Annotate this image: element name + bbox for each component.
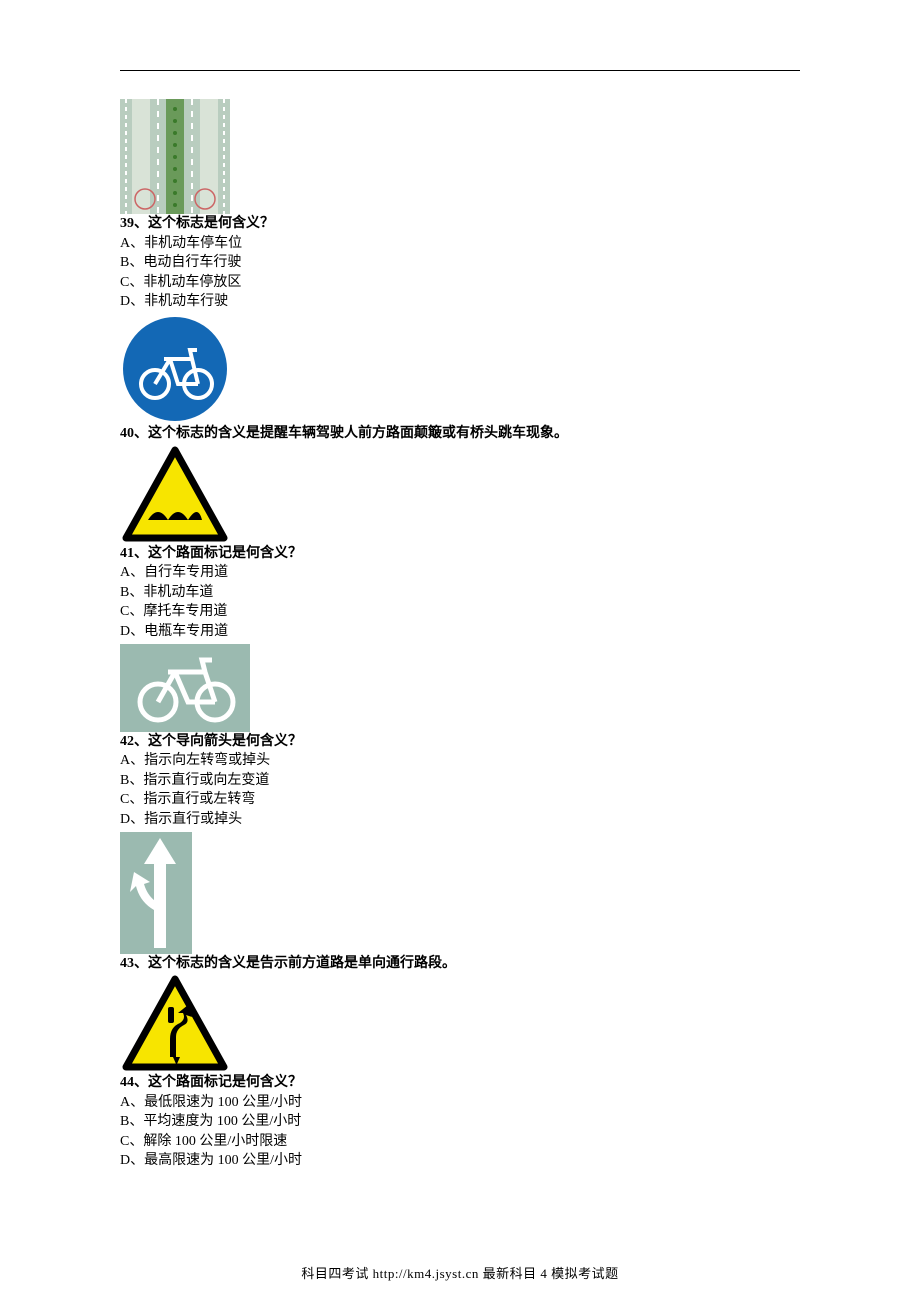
question-40: 40、这个标志的含义是提醒车辆驾驶人前方路面颠簸或有桥头跳车现象。 [120, 424, 800, 444]
q39-opt-b: B、电动自行车行驶 [120, 253, 800, 273]
bicycle-lane-sign-icon [120, 314, 230, 424]
q41-opt-a: A、自行车专用道 [120, 563, 800, 583]
q44-opt-a: A、最低限速为 100 公里/小时 [120, 1093, 800, 1113]
q41-opt-c: C、摩托车专用道 [120, 602, 800, 622]
question-43: 43、这个标志的含义是告示前方道路是单向通行路段。 [120, 954, 800, 974]
q44-opt-c: C、解除 100 公里/小时限速 [120, 1132, 800, 1152]
question-41: 41、这个路面标记是何含义？ A、自行车专用道 B、非机动车道 C、摩托车专用道… [120, 544, 800, 642]
q42-opt-a: A、指示向左转弯或掉头 [120, 751, 800, 771]
q44-opt-b: B、平均速度为 100 公里/小时 [120, 1112, 800, 1132]
bumpy-road-sign-icon [120, 446, 230, 544]
q41-opt-d: D、电瓶车专用道 [120, 622, 800, 642]
q39-opt-c: C、非机动车停放区 [120, 273, 800, 293]
question-44: 44、这个路面标记是何含义？ A、最低限速为 100 公里/小时 B、平均速度为… [120, 1073, 800, 1171]
q43-text: 43、这个标志的含义是告示前方道路是单向通行路段。 [120, 954, 800, 974]
q39-opt-d: D、非机动车行驶 [120, 292, 800, 312]
q44-text: 44、这个路面标记是何含义？ [120, 1073, 800, 1093]
q39-text: 39、这个标志是何含义？ [120, 214, 800, 234]
q44-opt-d: D、最高限速为 100 公里/小时 [120, 1151, 800, 1171]
question-39: 39、这个标志是何含义？ A、非机动车停车位 B、电动自行车行驶 C、非机动车停… [120, 214, 800, 312]
q42-opt-d: D、指示直行或掉头 [120, 810, 800, 830]
top-rule [120, 70, 800, 71]
q42-opt-c: C、指示直行或左转弯 [120, 790, 800, 810]
right-narrow-sign-icon [120, 975, 230, 1073]
q39-opt-a: A、非机动车停车位 [120, 234, 800, 254]
page-footer: 科目四考试 http://km4.jsyst.cn 最新科目 4 模拟考试题 [0, 1263, 920, 1282]
q42-text: 42、这个导向箭头是何含义？ [120, 732, 800, 752]
page-content: 39、这个标志是何含义？ A、非机动车停车位 B、电动自行车行驶 C、非机动车停… [0, 0, 920, 1171]
q42-opt-b: B、指示直行或向左变道 [120, 771, 800, 791]
q40-text: 40、这个标志的含义是提醒车辆驾驶人前方路面颠簸或有桥头跳车现象。 [120, 424, 800, 444]
bicycle-road-marking-icon [120, 644, 250, 732]
q41-text: 41、这个路面标记是何含义？ [120, 544, 800, 564]
question-42: 42、这个导向箭头是何含义？ A、指示向左转弯或掉头 B、指示直行或向左变道 C… [120, 732, 800, 830]
q41-opt-b: B、非机动车道 [120, 583, 800, 603]
road-marking-image [120, 99, 230, 214]
straight-or-left-arrow-icon [120, 832, 192, 954]
